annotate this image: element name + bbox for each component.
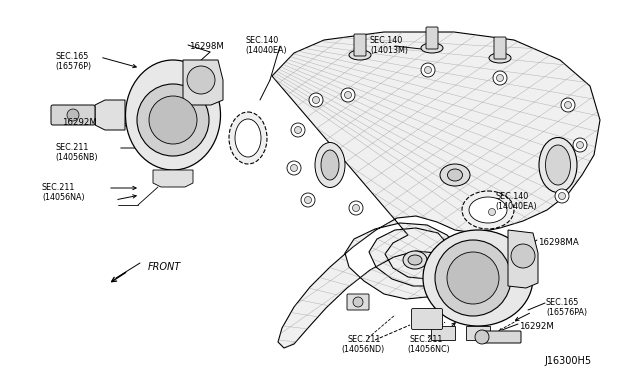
Circle shape (301, 193, 315, 207)
Text: SEC.211: SEC.211 (42, 183, 76, 192)
Text: SEC.140: SEC.140 (495, 192, 528, 201)
Circle shape (344, 92, 351, 99)
Ellipse shape (462, 191, 514, 229)
Polygon shape (508, 230, 538, 288)
Text: (16576P): (16576P) (55, 62, 91, 71)
Polygon shape (272, 32, 600, 348)
Text: (14056NA): (14056NA) (42, 193, 84, 202)
Circle shape (435, 240, 511, 316)
Text: (14040EA): (14040EA) (495, 202, 536, 211)
Ellipse shape (125, 60, 221, 170)
Text: (14040EA): (14040EA) (245, 46, 287, 55)
Text: SEC.211: SEC.211 (409, 335, 442, 344)
Ellipse shape (421, 43, 443, 53)
Ellipse shape (408, 255, 422, 265)
FancyBboxPatch shape (412, 308, 442, 330)
Circle shape (291, 164, 298, 171)
Circle shape (353, 297, 363, 307)
Text: SEC.165: SEC.165 (55, 52, 88, 61)
Circle shape (149, 96, 197, 144)
Text: 16292M: 16292M (62, 118, 97, 127)
Circle shape (577, 141, 584, 148)
Polygon shape (466, 326, 490, 340)
Ellipse shape (469, 197, 507, 223)
Circle shape (555, 189, 569, 203)
Circle shape (564, 102, 572, 109)
Circle shape (475, 330, 489, 344)
Text: SEC.140: SEC.140 (245, 36, 278, 45)
Circle shape (485, 205, 499, 219)
Ellipse shape (489, 53, 511, 63)
Text: 16292M: 16292M (519, 322, 554, 331)
Text: FRONT: FRONT (148, 262, 181, 272)
Text: SEC.140: SEC.140 (370, 36, 403, 45)
FancyBboxPatch shape (354, 34, 366, 56)
Text: J16300H5: J16300H5 (545, 356, 592, 366)
Circle shape (561, 98, 575, 112)
Circle shape (493, 71, 507, 85)
Circle shape (341, 88, 355, 102)
Text: 16298MA: 16298MA (538, 238, 579, 247)
Circle shape (67, 109, 79, 121)
Text: (14013M): (14013M) (370, 46, 408, 55)
Text: SEC.165: SEC.165 (546, 298, 579, 307)
Ellipse shape (229, 112, 267, 164)
Circle shape (309, 93, 323, 107)
Circle shape (421, 63, 435, 77)
FancyBboxPatch shape (426, 27, 438, 49)
Polygon shape (183, 60, 223, 105)
FancyBboxPatch shape (494, 37, 506, 59)
Circle shape (497, 74, 504, 81)
Text: SEC.211: SEC.211 (348, 335, 381, 344)
Circle shape (187, 66, 215, 94)
Ellipse shape (349, 50, 371, 60)
FancyBboxPatch shape (347, 294, 369, 310)
Text: (16576PA): (16576PA) (546, 308, 587, 317)
Circle shape (294, 126, 301, 134)
Polygon shape (95, 100, 125, 130)
Circle shape (137, 84, 209, 156)
Circle shape (488, 208, 495, 215)
Ellipse shape (539, 138, 577, 192)
Polygon shape (153, 170, 193, 187)
Polygon shape (431, 326, 455, 340)
Text: SEC.211: SEC.211 (55, 143, 88, 152)
Ellipse shape (321, 150, 339, 180)
Circle shape (511, 244, 535, 268)
Ellipse shape (545, 145, 570, 185)
Circle shape (573, 138, 587, 152)
Circle shape (349, 201, 363, 215)
Text: 16298M: 16298M (189, 42, 224, 51)
Circle shape (353, 205, 360, 212)
Ellipse shape (403, 251, 427, 269)
Text: (14056NC): (14056NC) (407, 345, 450, 354)
Circle shape (305, 196, 312, 203)
Text: (14056NB): (14056NB) (55, 153, 98, 162)
Ellipse shape (447, 169, 463, 181)
FancyBboxPatch shape (51, 105, 95, 125)
Ellipse shape (315, 142, 345, 187)
Circle shape (291, 123, 305, 137)
Circle shape (312, 96, 319, 103)
Ellipse shape (235, 119, 261, 157)
Ellipse shape (440, 164, 470, 186)
Circle shape (424, 67, 431, 74)
FancyBboxPatch shape (481, 331, 521, 343)
Circle shape (287, 161, 301, 175)
Text: (14056ND): (14056ND) (341, 345, 384, 354)
Ellipse shape (423, 230, 533, 326)
Circle shape (559, 192, 566, 199)
Circle shape (447, 252, 499, 304)
